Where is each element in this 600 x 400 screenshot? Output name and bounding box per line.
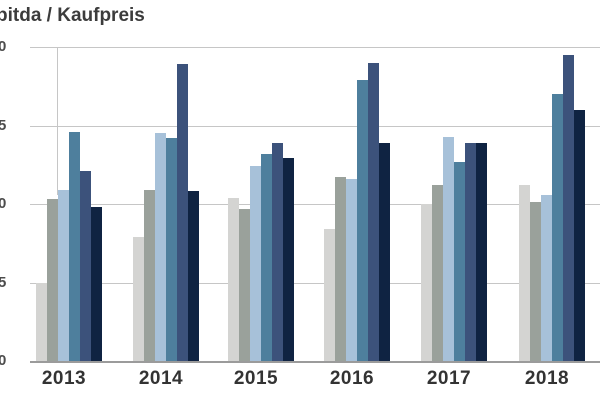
x-axis-label-2014: 2014 <box>138 368 184 389</box>
bar-group-2017 <box>421 0 487 361</box>
gridline-10 <box>30 204 600 205</box>
x-axis-line <box>30 361 600 363</box>
gridline-15 <box>30 125 600 127</box>
x-axis-label-2016: 2016 <box>329 368 375 389</box>
bar-2018-series-6-navy <box>574 109 585 361</box>
bar-2015-series-5-dark-slate-blue <box>272 142 283 361</box>
bar-2015-series-6-navy <box>283 158 294 361</box>
bar-2016-series-5-dark-slate-blue <box>368 62 379 361</box>
bar-2014-series-6-navy <box>188 191 199 361</box>
bar-2013-series-2-gray-green <box>47 199 58 361</box>
bar-2015-series-2-gray-green <box>239 208 250 361</box>
x-axis-label-2013: 2013 <box>41 368 87 389</box>
chart-title: bitda / Kaufpreis <box>0 5 145 26</box>
bar-2013-series-3-light-blue <box>58 189 69 361</box>
bar-2013-series-1-light-gray <box>36 282 47 361</box>
bar-2017-series-3-light-blue <box>443 136 454 361</box>
bar-2014-series-4-steel-blue <box>166 138 177 361</box>
bar-2017-series-4-steel-blue <box>454 161 465 361</box>
y-tick-label-15: 5 <box>0 116 7 134</box>
bar-group-2013 <box>36 0 102 361</box>
bar-2017-series-6-navy <box>476 142 487 361</box>
x-axis-label-2017: 2017 <box>426 368 472 389</box>
bar-2013-series-4-steel-blue <box>69 131 80 361</box>
bar-2014-series-1-light-gray <box>133 236 144 361</box>
y-axis-line <box>57 47 58 195</box>
bar-2015-series-1-light-gray <box>228 197 239 361</box>
bar-group-2016 <box>324 0 390 361</box>
bar-2018-series-4-steel-blue <box>552 94 563 361</box>
bar-2015-series-4-steel-blue <box>261 153 272 361</box>
bar-2018-series-2-gray-green <box>530 202 541 361</box>
y-tick-label-20: 0 <box>0 38 7 55</box>
bar-2018-series-5-dark-slate-blue <box>563 54 574 361</box>
bar-2017-series-1-light-gray <box>421 204 432 361</box>
bar-2018-series-1-light-gray <box>519 185 530 361</box>
bar-2016-series-1-light-gray <box>324 229 335 361</box>
bar-group-2018 <box>519 0 585 361</box>
gridline-20 <box>30 47 600 48</box>
bar-2016-series-3-light-blue <box>346 178 357 361</box>
gridline-5 <box>30 282 600 284</box>
bar-2018-series-3-light-blue <box>541 194 552 361</box>
bar-2016-series-4-steel-blue <box>357 79 368 361</box>
bar-2014-series-3-light-blue <box>155 133 166 361</box>
bar-2015-series-3-light-blue <box>250 166 261 361</box>
x-axis-label-2015: 2015 <box>233 368 279 389</box>
bar-2014-series-5-dark-slate-blue <box>177 64 188 361</box>
bar-2016-series-2-gray-green <box>335 177 346 361</box>
bar-group-2015 <box>228 0 294 361</box>
bar-2013-series-6-navy <box>91 207 102 361</box>
bar-2014-series-2-gray-green <box>144 189 155 361</box>
x-axis-label-2018: 2018 <box>524 368 570 389</box>
bar-2017-series-2-gray-green <box>432 185 443 361</box>
bar-group-2014 <box>133 0 199 361</box>
y-tick-label-10: 0 <box>0 195 7 212</box>
bar-2016-series-6-navy <box>379 142 390 361</box>
y-tick-label-0: 0 <box>0 352 7 369</box>
y-tick-label-5: 5 <box>0 273 7 291</box>
bar-2017-series-5-dark-slate-blue <box>465 142 476 361</box>
bar-2013-series-5-dark-slate-blue <box>80 171 91 361</box>
